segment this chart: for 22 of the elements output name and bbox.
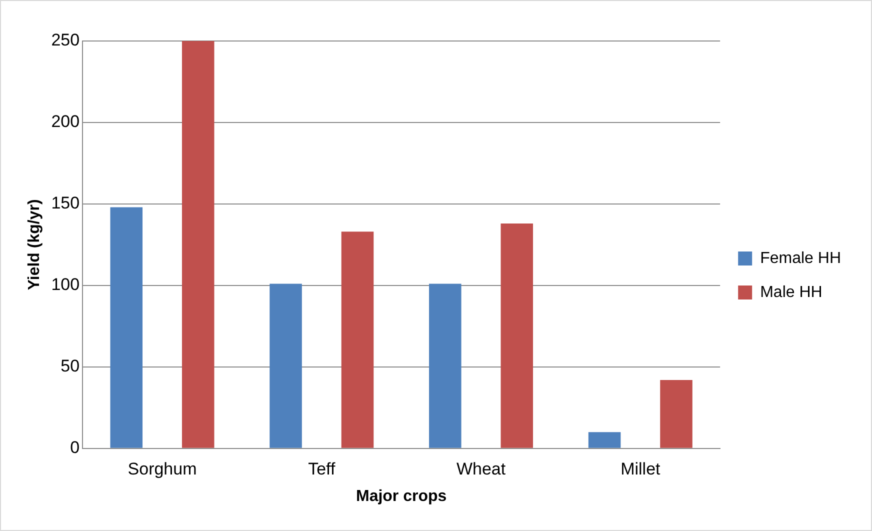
y-tick-label: 50 <box>60 356 80 376</box>
bar <box>588 432 621 448</box>
bar <box>500 224 534 448</box>
y-tick-label: 200 <box>51 112 80 132</box>
y-tick-label: 250 <box>51 30 80 50</box>
y-tick-label: 0 <box>70 438 80 458</box>
bar <box>182 41 214 448</box>
x-tick-label: Teff <box>308 459 336 478</box>
x-axis-title: Major crops <box>356 488 447 505</box>
x-tick-label: Wheat <box>456 459 506 478</box>
y-axis-title: Yield (kg/yr) <box>26 199 44 290</box>
y-tick-label: 100 <box>51 275 80 294</box>
y-tick-label: 150 <box>51 194 80 213</box>
legend-label: Female HH <box>760 250 841 267</box>
bar <box>270 284 302 448</box>
bar <box>429 284 462 448</box>
x-tick-label: Millet <box>620 459 661 478</box>
bar <box>110 207 143 448</box>
x-tick-label: Sorghum <box>128 459 197 478</box>
bar <box>341 232 374 448</box>
legend-label: Male HH <box>760 284 822 301</box>
bar <box>660 380 692 448</box>
